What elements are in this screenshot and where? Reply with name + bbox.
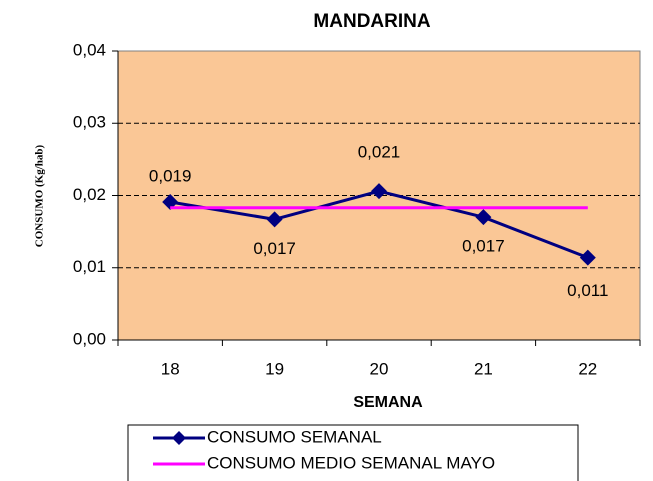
y-tick-label: 0,00 — [73, 329, 106, 348]
x-axis-label: SEMANA — [353, 394, 423, 411]
legend-label: CONSUMO SEMANAL — [207, 427, 382, 446]
y-axis-label: CONSUMO (Kg/hab) — [34, 144, 46, 247]
data-point — [371, 183, 387, 200]
data-point — [579, 249, 596, 266]
legend-marker — [172, 431, 186, 445]
x-tick-label: 21 — [474, 359, 493, 378]
data-label: 0,017 — [253, 239, 296, 258]
y-tick-label: 0,04 — [73, 40, 106, 59]
x-tick-label: 18 — [161, 359, 180, 378]
y-tick-label: 0,03 — [73, 113, 106, 132]
y-tick-label: 0,02 — [73, 185, 106, 204]
y-tick-label: 0,01 — [73, 257, 106, 276]
legend-label: CONSUMO MEDIO SEMANAL MAYO — [207, 453, 495, 472]
data-point — [475, 209, 492, 226]
data-label: 0,011 — [567, 281, 608, 300]
data-label: 0,017 — [462, 237, 505, 256]
x-tick-label: 19 — [265, 359, 284, 378]
legend — [127, 424, 579, 481]
x-tick-label: 20 — [370, 359, 389, 378]
chart-title: MANDARINA — [313, 11, 430, 32]
data-point — [266, 211, 283, 228]
data-label: 0,021 — [358, 143, 401, 162]
data-label: 0,019 — [149, 166, 192, 185]
data-point — [162, 194, 179, 211]
x-tick-label: 22 — [578, 359, 597, 378]
